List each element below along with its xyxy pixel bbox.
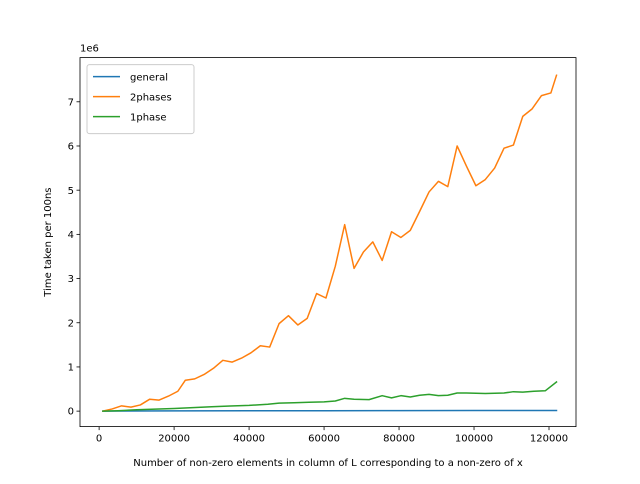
x-tick-label: 60000 bbox=[308, 434, 340, 445]
series-layer bbox=[101, 74, 558, 413]
x-tick-label: 120000 bbox=[530, 434, 568, 445]
legend-label-general: general bbox=[130, 73, 168, 84]
x-tick-label: 100000 bbox=[455, 434, 493, 445]
y-tick-label: 7 bbox=[68, 97, 74, 108]
series-line-general bbox=[102, 409, 558, 412]
y-axis-label: Time taken per 100ns bbox=[43, 187, 54, 297]
y-tick-label: 4 bbox=[68, 230, 74, 241]
x-tick-label: 0 bbox=[96, 434, 102, 445]
y-axis: 0 1 2 3 4 5 6 7 bbox=[68, 97, 80, 418]
x-axis-label: Number of non-zero elements in column of… bbox=[133, 458, 523, 469]
x-axis: 0 20000 40000 60000 80000 100000 120000 bbox=[96, 426, 568, 445]
legend: general 2phases 1phase bbox=[86, 64, 195, 135]
legend-label-1phase: 1phase bbox=[130, 113, 167, 124]
y-tick-label: 1 bbox=[68, 363, 74, 374]
x-tick-label: 20000 bbox=[158, 434, 190, 445]
plot-frame bbox=[79, 57, 577, 427]
series-line-1phase bbox=[102, 380, 558, 412]
y-tick-label: 5 bbox=[68, 186, 74, 197]
x-tick-label: 40000 bbox=[233, 434, 265, 445]
y-tick-label: 3 bbox=[68, 274, 74, 285]
y-offset-text: 1e6 bbox=[80, 44, 99, 55]
y-tick-label: 0 bbox=[68, 407, 74, 418]
y-tick-label: 6 bbox=[68, 142, 74, 153]
series-line-2phases bbox=[101, 74, 558, 413]
y-tick-label: 2 bbox=[68, 318, 74, 329]
x-tick-label: 80000 bbox=[383, 434, 415, 445]
legend-label-2phases: 2phases bbox=[130, 93, 172, 104]
